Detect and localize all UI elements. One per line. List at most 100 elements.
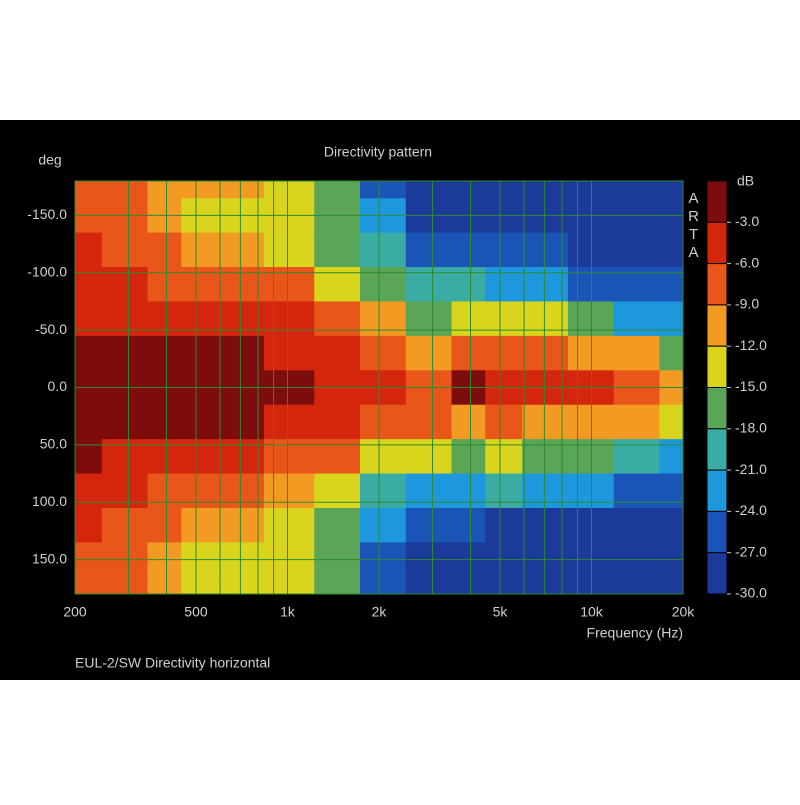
- heatmap-cell: [147, 335, 182, 371]
- heatmap-cell: [659, 301, 684, 337]
- heatmap-cell: [451, 507, 486, 543]
- heatmap-cell: [218, 507, 265, 543]
- heatmap-cell: [147, 404, 182, 440]
- heatmap-cell: [181, 473, 219, 509]
- heatmap-cell: [101, 335, 149, 371]
- heatmap-cell: [263, 576, 315, 595]
- heatmap-cell: [218, 473, 265, 509]
- colorbar-tick-label: -9.0: [735, 296, 759, 312]
- heatmap-cell: [181, 232, 219, 268]
- heatmap-cell: [314, 301, 361, 337]
- heatmap-cell: [147, 473, 182, 509]
- heatmap-cell: [218, 181, 265, 199]
- x-tick-label: 2k: [372, 604, 388, 620]
- heatmap-cell: [314, 473, 361, 509]
- heatmap-cell: [485, 507, 523, 543]
- colorbar-tick-label: -12.0: [735, 337, 767, 353]
- heatmap-cell: [263, 507, 315, 543]
- heatmap-cell: [360, 335, 407, 371]
- heatmap-cell: [360, 507, 407, 543]
- heatmap-cell: [75, 181, 103, 199]
- heatmap-cell: [181, 576, 219, 595]
- colorbar-tick-label: -3.0: [735, 213, 759, 229]
- heatmap-cell: [101, 404, 149, 440]
- heatmap-cell: [218, 335, 265, 371]
- colorbar-band: [706, 469, 728, 512]
- heatmap-cell: [101, 232, 149, 268]
- heatmap-cell: [485, 181, 523, 199]
- heatmap-cell: [659, 473, 684, 509]
- heatmap-cell: [101, 301, 149, 337]
- heatmap-cell: [613, 576, 660, 595]
- heatmap-cell: [405, 335, 453, 371]
- colorbar-tick-label: -18.0: [735, 420, 767, 436]
- heatmap-cell: [101, 576, 149, 595]
- y-tick-label: 150.0: [32, 550, 67, 566]
- colorbar-tick-label: -30.0: [735, 585, 767, 601]
- heatmap-cell: [485, 301, 523, 337]
- heatmap-cell: [405, 473, 453, 509]
- heatmap-cell: [522, 181, 569, 199]
- heatmap-cell: [147, 232, 182, 268]
- y-tick-label: 100.0: [32, 493, 67, 509]
- heatmap-cell: [485, 576, 523, 595]
- y-axis-label: deg: [38, 152, 61, 168]
- y-tick-label: -100.0: [27, 263, 67, 279]
- heatmap-cell: [613, 404, 660, 440]
- heatmap-cell: [314, 232, 361, 268]
- colorbar-band: [706, 510, 728, 554]
- heatmap-cell: [263, 335, 315, 371]
- heatmap-cell: [659, 232, 684, 268]
- heatmap-cell: [613, 301, 660, 337]
- x-tick-label: 500: [184, 604, 208, 620]
- colorbar-tick-label: -6.0: [735, 254, 759, 270]
- y-tick-label: -150.0: [27, 206, 67, 222]
- heatmap-cell: [485, 473, 523, 509]
- heatmap-cell: [613, 507, 660, 543]
- heatmap-cell: [218, 232, 265, 268]
- heatmap-cell: [314, 335, 361, 371]
- heatmap-cell: [147, 181, 182, 199]
- x-tick-label: 1k: [280, 604, 296, 620]
- heatmap-cell: [451, 232, 486, 268]
- heatmap-cell: [75, 335, 103, 371]
- heatmap-cell: [451, 181, 486, 199]
- heatmap-cell: [485, 404, 523, 440]
- heatmap-cell: [314, 507, 361, 543]
- heatmap-cell: [360, 181, 407, 199]
- x-tick-label: 10k: [580, 604, 604, 620]
- heatmap-cell: [522, 576, 569, 595]
- heatmap-cell: [451, 576, 486, 595]
- heatmap-cell: [360, 404, 407, 440]
- heatmap-cell: [218, 301, 265, 337]
- heatmap-cell: [314, 181, 361, 199]
- heatmap-cell: [360, 232, 407, 268]
- colorbar-band: [706, 221, 728, 265]
- heatmap-cell: [522, 404, 569, 440]
- heatmap-cell: [181, 301, 219, 337]
- heatmap-cell: [451, 335, 486, 371]
- colorbar-band: [706, 387, 728, 430]
- plot-border: [74, 180, 684, 595]
- heatmap-cell: [613, 232, 660, 268]
- heatmap-cell: [659, 181, 684, 199]
- heatmap-cell: [75, 507, 103, 543]
- heatmap-cell: [659, 507, 684, 543]
- heatmap-cell: [314, 576, 361, 595]
- x-tick-label: 200: [63, 604, 87, 620]
- heatmap-cell: [613, 473, 660, 509]
- heatmap-cell: [659, 576, 684, 595]
- x-axis-label: Frequency (Hz): [587, 625, 683, 641]
- heatmap-cell: [75, 473, 103, 509]
- heatmap-cell: [405, 181, 453, 199]
- heatmap-cell: [218, 404, 265, 440]
- x-tick-label: 5k: [493, 604, 509, 620]
- heatmap-cell: [263, 181, 315, 199]
- heatmap-cell: [147, 507, 182, 543]
- heatmap-cell: [75, 576, 103, 595]
- heatmap-cell: [147, 576, 182, 595]
- heatmap-cell: [485, 335, 523, 371]
- heatmap-cell: [405, 232, 453, 268]
- y-tick-label: 50.0: [40, 436, 67, 452]
